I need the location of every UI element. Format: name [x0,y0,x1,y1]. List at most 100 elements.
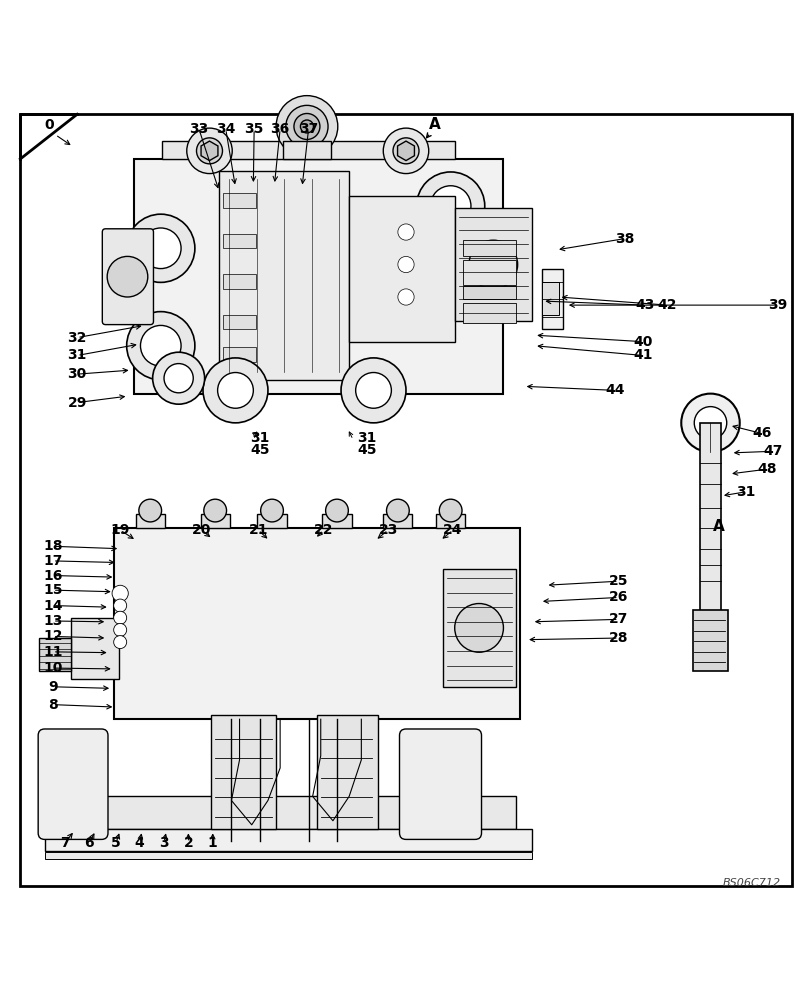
Text: 5: 5 [111,836,121,850]
Bar [135,514,165,528]
Bar [349,196,454,342]
Circle shape [416,172,484,240]
Text: 2: 2 [183,836,193,850]
FancyBboxPatch shape [38,729,108,839]
Circle shape [397,289,414,305]
Text: 3: 3 [159,836,169,850]
Text: 19: 19 [110,523,130,537]
Circle shape [325,499,348,522]
Text: 29: 29 [67,396,87,410]
Text: 42: 42 [657,298,676,312]
Text: 20: 20 [191,523,211,537]
Bar [223,315,255,329]
Circle shape [383,128,428,174]
Circle shape [196,138,222,164]
Text: 45: 45 [250,443,269,457]
Circle shape [397,224,414,240]
Text: 25: 25 [608,574,628,588]
Text: 8: 8 [48,698,58,712]
Circle shape [152,352,204,404]
Text: 4: 4 [135,836,144,850]
Circle shape [454,604,503,652]
Bar [39,638,71,671]
Circle shape [139,499,161,522]
Circle shape [140,228,181,269]
Circle shape [386,499,409,522]
Text: 40: 40 [633,335,652,349]
Bar [542,269,562,329]
Text: 22: 22 [313,523,333,537]
Text: 11: 11 [43,645,62,659]
Text: 18: 18 [43,539,62,553]
Text: 45: 45 [357,443,376,457]
Text: 23: 23 [378,523,397,537]
Circle shape [693,407,726,439]
Text: 44: 44 [605,383,624,397]
Text: 6: 6 [84,836,94,850]
FancyBboxPatch shape [102,229,153,325]
Bar [65,796,515,829]
Circle shape [112,585,128,601]
Text: 46: 46 [751,426,770,440]
Bar [223,347,255,362]
Circle shape [140,325,181,366]
Circle shape [397,256,414,273]
Bar [223,193,255,208]
Text: 31: 31 [67,348,87,362]
Bar [462,240,515,256]
Circle shape [393,138,418,164]
Circle shape [294,113,320,139]
Bar [211,715,276,829]
Circle shape [439,499,461,522]
Text: 17: 17 [43,554,62,568]
Circle shape [469,240,517,289]
Text: 13: 13 [43,614,62,628]
Text: 7: 7 [60,836,70,850]
Text: 32: 32 [67,331,87,345]
Circle shape [107,256,148,297]
Bar [316,715,377,829]
Circle shape [127,214,195,282]
Circle shape [430,186,470,226]
Text: 36: 36 [270,122,290,136]
Text: A: A [712,519,723,534]
Circle shape [114,623,127,636]
Text: 47: 47 [762,444,782,458]
Circle shape [276,96,337,157]
Bar [692,610,727,671]
Circle shape [341,358,406,423]
Text: 10: 10 [43,661,62,675]
Text: 34: 34 [216,122,235,136]
Circle shape [355,373,391,408]
Text: 27: 27 [608,612,628,626]
Bar [454,208,531,321]
Circle shape [680,394,739,452]
Text: 26: 26 [608,590,628,604]
Bar [282,141,331,159]
Bar [114,528,519,719]
Text: 30: 30 [67,367,87,381]
Text: 31: 31 [735,485,754,499]
Text: 24: 24 [443,523,462,537]
Bar [462,303,515,323]
Text: 33: 33 [189,122,208,136]
Bar [134,159,503,394]
Text: 48: 48 [757,462,776,476]
Circle shape [114,636,127,649]
Text: BS06C712: BS06C712 [722,878,780,888]
Text: 1: 1 [208,836,217,850]
Bar [45,829,531,851]
FancyBboxPatch shape [399,729,481,839]
Polygon shape [397,141,414,161]
Polygon shape [201,141,217,161]
Text: 12: 12 [43,629,62,643]
Text: 15: 15 [43,583,62,597]
Bar [542,282,558,315]
Text: 0: 0 [45,118,54,132]
Text: 16: 16 [43,569,62,583]
Circle shape [260,499,283,522]
Bar [442,569,515,687]
Bar [219,171,349,380]
Text: 31: 31 [357,431,376,445]
Bar [699,423,720,614]
